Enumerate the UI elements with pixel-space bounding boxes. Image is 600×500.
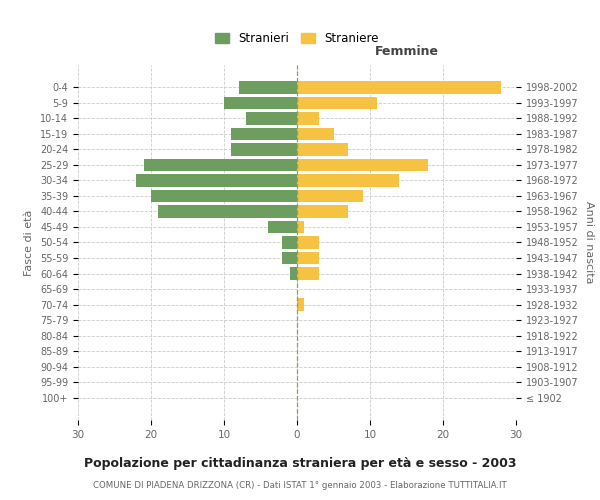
- Bar: [297, 96, 377, 109]
- Bar: [158, 206, 297, 218]
- Bar: [151, 190, 297, 202]
- Bar: [297, 190, 362, 202]
- Bar: [297, 221, 304, 233]
- Text: Femmine: Femmine: [374, 45, 439, 58]
- Bar: [224, 96, 297, 109]
- Bar: [297, 298, 304, 311]
- Bar: [290, 268, 297, 280]
- Y-axis label: Anni di nascita: Anni di nascita: [584, 201, 594, 284]
- Text: Popolazione per cittadinanza straniera per età e sesso - 2003: Popolazione per cittadinanza straniera p…: [84, 458, 516, 470]
- Bar: [297, 268, 319, 280]
- Bar: [297, 174, 399, 186]
- Bar: [144, 158, 297, 171]
- Bar: [297, 81, 502, 94]
- Bar: [297, 128, 334, 140]
- Bar: [297, 206, 348, 218]
- Bar: [297, 236, 319, 248]
- Bar: [232, 143, 297, 156]
- Bar: [297, 143, 348, 156]
- Bar: [246, 112, 297, 124]
- Bar: [283, 252, 297, 264]
- Bar: [239, 81, 297, 94]
- Legend: Stranieri, Straniere: Stranieri, Straniere: [211, 28, 383, 48]
- Bar: [283, 236, 297, 248]
- Bar: [232, 128, 297, 140]
- Bar: [297, 158, 428, 171]
- Bar: [136, 174, 297, 186]
- Y-axis label: Fasce di età: Fasce di età: [25, 210, 34, 276]
- Bar: [268, 221, 297, 233]
- Bar: [297, 252, 319, 264]
- Bar: [297, 112, 319, 124]
- Text: COMUNE DI PIADENA DRIZZONA (CR) - Dati ISTAT 1° gennaio 2003 - Elaborazione TUTT: COMUNE DI PIADENA DRIZZONA (CR) - Dati I…: [93, 481, 507, 490]
